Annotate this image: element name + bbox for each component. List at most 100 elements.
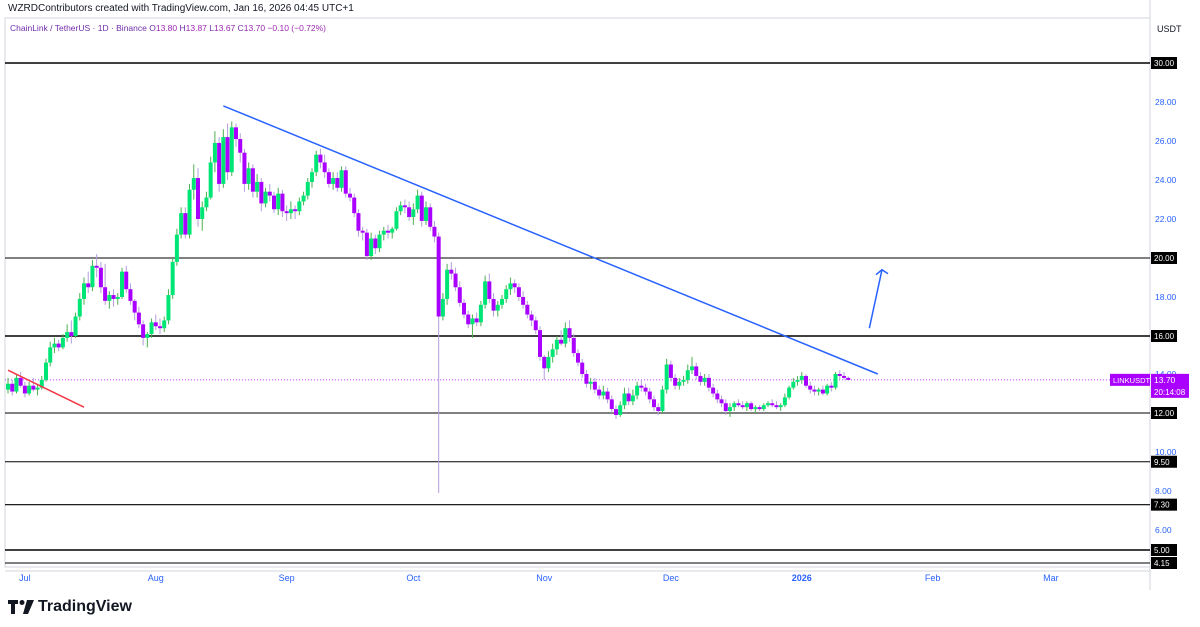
candle-body (322, 162, 327, 173)
plot-frame (4, 17, 1151, 568)
x-tick-label: Jul (19, 573, 31, 583)
candle-body (500, 298, 504, 305)
candle-body (424, 207, 428, 221)
candle-body (360, 230, 365, 233)
candle-body (263, 191, 268, 204)
candle-body (605, 391, 610, 400)
candle-body (563, 328, 568, 344)
candle-body (326, 172, 331, 184)
candle-body (255, 181, 260, 192)
candle-body (158, 326, 162, 329)
y-tick-label: 24.00 (1155, 175, 1177, 185)
candle-body (136, 312, 141, 325)
candle-body (124, 271, 129, 290)
candle-body (204, 197, 209, 208)
candle-body (618, 405, 623, 415)
candle-body (804, 375, 808, 386)
candle-body (478, 304, 483, 323)
candle-body (525, 304, 530, 315)
candle-body (183, 213, 188, 235)
symbol-header: ChainLink / TetherUS · 1D · Binance O13.… (10, 23, 326, 33)
candle-body (310, 172, 314, 182)
candle-body (187, 189, 192, 235)
candle-body (98, 267, 103, 288)
y-axis-unit-label: USDT (1157, 24, 1182, 34)
candle-body (685, 370, 690, 380)
candle-body (630, 395, 635, 402)
candle-body (115, 297, 120, 299)
candle-body (284, 211, 289, 214)
candle-body (242, 152, 247, 184)
candle-body (86, 283, 91, 288)
candle-body (10, 383, 15, 392)
candle-body (44, 362, 48, 380)
candle-body (491, 298, 496, 311)
candle-body (533, 320, 538, 331)
x-tick-label: Sep (279, 573, 295, 583)
candle-body (297, 201, 302, 212)
candle-body (656, 407, 661, 412)
candle-body (356, 213, 361, 231)
candle-body (538, 330, 542, 357)
x-tick-label: 2026 (792, 573, 812, 583)
candle-body (208, 162, 213, 198)
candle-body (65, 332, 70, 338)
candle-body (576, 353, 580, 363)
candle-body (77, 298, 82, 317)
candle-body (398, 205, 403, 212)
x-tick-label: Dec (663, 573, 680, 583)
price-level-badge (1151, 330, 1177, 342)
candle-body (246, 168, 251, 184)
tradingview-logo[interactable]: TradingView (8, 598, 132, 616)
y-tick-label: 22.00 (1155, 214, 1177, 224)
candle-body (842, 375, 846, 378)
candle-body (394, 211, 399, 229)
candle-body (407, 207, 412, 218)
candle-body (787, 387, 792, 398)
candle-body (267, 191, 272, 196)
candle-body (614, 409, 618, 415)
candle-body (428, 207, 433, 227)
candle-body (436, 236, 441, 317)
candle-body (732, 403, 737, 408)
candle-body (145, 334, 150, 338)
candle-body (390, 228, 395, 233)
candle-body (56, 343, 61, 348)
candle-body (191, 178, 196, 190)
candle-body (39, 379, 44, 388)
price-level-badge (1151, 544, 1177, 556)
candle-body (369, 238, 374, 257)
candle-body (512, 283, 517, 288)
candle-body (170, 261, 175, 296)
candle-body (82, 283, 86, 299)
candle-body (766, 403, 770, 406)
candle-body (217, 142, 222, 184)
price-level-badge-label: 7.30 (1154, 501, 1170, 510)
candle-body (174, 234, 179, 262)
candle-body (48, 347, 53, 363)
candle-body (364, 232, 369, 257)
candle-body (580, 362, 585, 374)
candle-body (571, 337, 576, 354)
candle-body (829, 385, 834, 388)
trendline-blue (223, 105, 879, 375)
candle-body (339, 170, 344, 188)
price-level-badge-label: 16.00 (1154, 332, 1175, 341)
candle-body (348, 193, 352, 198)
candle-body (149, 322, 154, 335)
candle-body (250, 168, 255, 192)
candle-body (749, 403, 754, 410)
candle-body (386, 230, 390, 233)
candle-body (6, 383, 10, 390)
candle-body (673, 377, 678, 386)
candle-body (128, 289, 133, 301)
candle-body (179, 213, 184, 235)
candle-body (288, 209, 293, 214)
candle-body (820, 389, 825, 394)
candle-body (14, 377, 19, 392)
breakout-arrow-shaft (868, 269, 883, 329)
candle-body (166, 295, 171, 321)
candle-body (639, 385, 644, 388)
candle-body (94, 265, 99, 268)
